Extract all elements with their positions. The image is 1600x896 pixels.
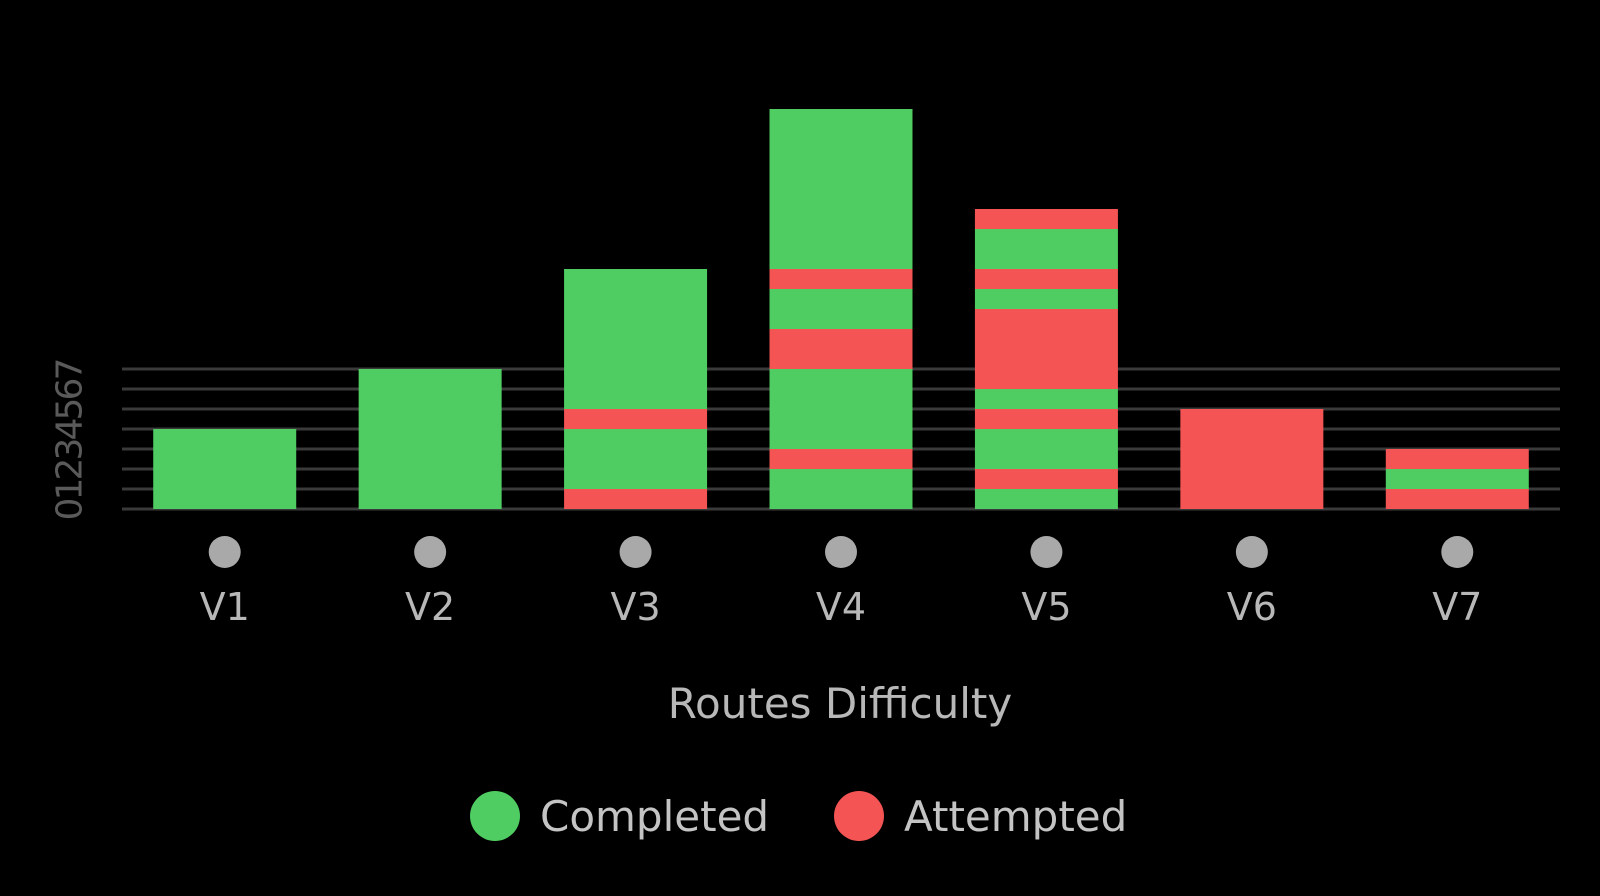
bar-V4-segment-7-completed bbox=[769, 109, 913, 269]
y-tick-label-5: 5 bbox=[50, 398, 91, 421]
x-tick-label-V4: V4 bbox=[816, 585, 866, 629]
category-marker-V7 bbox=[1441, 536, 1474, 568]
x-axis-categories: V1 V2 V3 V4 V5 V6 V7 bbox=[200, 536, 1482, 629]
legend-label-completed: Completed bbox=[540, 792, 769, 841]
bar-V7-segment-1-attempted bbox=[1385, 489, 1529, 509]
bar-V3-segment-2-completed bbox=[564, 429, 708, 489]
y-tick-label-7: 7 bbox=[50, 358, 91, 381]
category-marker-V6 bbox=[1235, 536, 1268, 568]
bar-V4-segment-5-completed bbox=[769, 289, 913, 329]
bar-V5-segment-4-attempted bbox=[974, 409, 1118, 429]
bar-V3-segment-1-attempted bbox=[564, 489, 708, 509]
category-marker-V4 bbox=[825, 536, 857, 568]
bar-V5-segment-7-completed bbox=[974, 289, 1118, 309]
bar-V4-segment-2-attempted bbox=[769, 449, 913, 469]
bar-V7-segment-3-attempted bbox=[1385, 449, 1529, 469]
bar-V2-segment-1-completed bbox=[358, 369, 502, 509]
bar-V5-segment-1-completed bbox=[974, 489, 1118, 509]
bar-V5-segment-8-attempted bbox=[974, 269, 1118, 289]
bar-V6-segment-1-attempted bbox=[1180, 409, 1324, 509]
legend: Completed Attempted bbox=[470, 791, 1127, 841]
legend-label-attempted: Attempted bbox=[904, 792, 1127, 841]
x-tick-label-V1: V1 bbox=[200, 585, 250, 629]
bar-V4-segment-4-attempted bbox=[769, 329, 913, 369]
bar-V1-segment-1-completed bbox=[153, 429, 297, 509]
bar-V4-segment-1-completed bbox=[769, 469, 913, 509]
y-tick-label-2: 2 bbox=[50, 458, 91, 481]
bar-V4-segment-3-completed bbox=[769, 369, 913, 449]
x-axis-title: Routes Difficulty bbox=[668, 679, 1012, 728]
bar-V7-segment-2-completed bbox=[1385, 469, 1529, 489]
bar-V5-segment-5-completed bbox=[974, 389, 1118, 409]
category-marker-V2 bbox=[414, 536, 447, 568]
category-marker-V3 bbox=[619, 536, 652, 568]
category-marker-V1 bbox=[208, 536, 241, 568]
bar-V3-segment-4-completed bbox=[564, 269, 708, 409]
bar-V5-segment-9-completed bbox=[974, 229, 1118, 269]
bar-V5-segment-6-attempted bbox=[974, 309, 1118, 389]
bar-V5-segment-3-completed bbox=[974, 429, 1118, 469]
y-tick-label-0: 0 bbox=[50, 498, 91, 521]
x-tick-label-V2: V2 bbox=[405, 585, 455, 629]
y-tick-label-3: 3 bbox=[50, 438, 91, 461]
x-tick-label-V7: V7 bbox=[1432, 585, 1482, 629]
bar-V4-segment-6-attempted bbox=[769, 269, 913, 289]
legend-swatch-completed bbox=[470, 791, 520, 841]
y-tick-label-1: 1 bbox=[50, 478, 91, 501]
y-tick-label-4: 4 bbox=[50, 418, 91, 441]
x-tick-label-V6: V6 bbox=[1227, 585, 1277, 629]
x-tick-label-V3: V3 bbox=[610, 585, 660, 629]
bars bbox=[153, 109, 1529, 509]
bar-V3-segment-3-attempted bbox=[564, 409, 708, 429]
category-marker-V5 bbox=[1030, 536, 1063, 568]
legend-swatch-attempted bbox=[834, 791, 884, 841]
x-tick-label-V5: V5 bbox=[1021, 585, 1071, 629]
bar-V5-segment-2-attempted bbox=[974, 469, 1118, 489]
bar-V5-segment-10-attempted bbox=[974, 209, 1118, 229]
y-tick-label-6: 6 bbox=[50, 378, 91, 401]
